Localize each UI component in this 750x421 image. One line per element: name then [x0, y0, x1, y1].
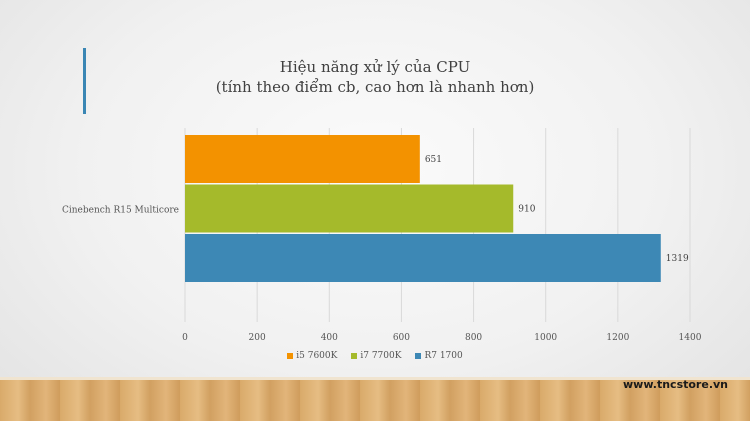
wooden-floor [0, 377, 750, 421]
legend-swatch [351, 353, 358, 359]
bar-chart: 0 200 400 600 800 1000 1200 1400 651 910 1319 Cineb… [62, 128, 702, 343]
y-category-label: Cinebench R15 Multicore [62, 205, 179, 215]
legend-item: i5 7600K [287, 351, 337, 361]
legend-item: i7 7700K [351, 351, 401, 361]
x-tick-label: 1200 [606, 333, 629, 343]
bar-i5-7600k [185, 135, 420, 183]
x-tick-label: 400 [321, 333, 338, 343]
x-tick-label: 600 [393, 333, 410, 343]
legend-swatch [415, 353, 422, 359]
x-tick-label: 1000 [534, 333, 557, 343]
legend-swatch [287, 353, 294, 359]
legend-label: i5 7600K [296, 351, 338, 361]
data-label: 910 [518, 205, 535, 215]
data-label: 651 [425, 155, 442, 165]
chart-title: Hiệu năng xử lý của CPU [279, 58, 471, 76]
legend-label: R7 1700 [424, 351, 463, 361]
x-tick-label: 1400 [679, 333, 702, 343]
legend-item: R7 1700 [415, 351, 463, 361]
bar-r7-1700 [185, 234, 661, 282]
legend-label: i7 7700K [360, 351, 402, 361]
chart-legend: i5 7600K i7 7700K R7 1700 [0, 351, 750, 361]
bar-i7-7700k [185, 184, 514, 233]
x-tick-label: 0 [182, 333, 188, 343]
accent-bar [83, 48, 86, 114]
x-tick-label: 800 [465, 333, 482, 343]
chart-subtitle: (tính theo điểm cb, cao hơn là nhanh hơn… [215, 78, 535, 96]
data-label: 1319 [666, 254, 689, 264]
website-url: www.tncstore.vn [623, 378, 728, 391]
x-tick-label: 200 [249, 333, 266, 343]
